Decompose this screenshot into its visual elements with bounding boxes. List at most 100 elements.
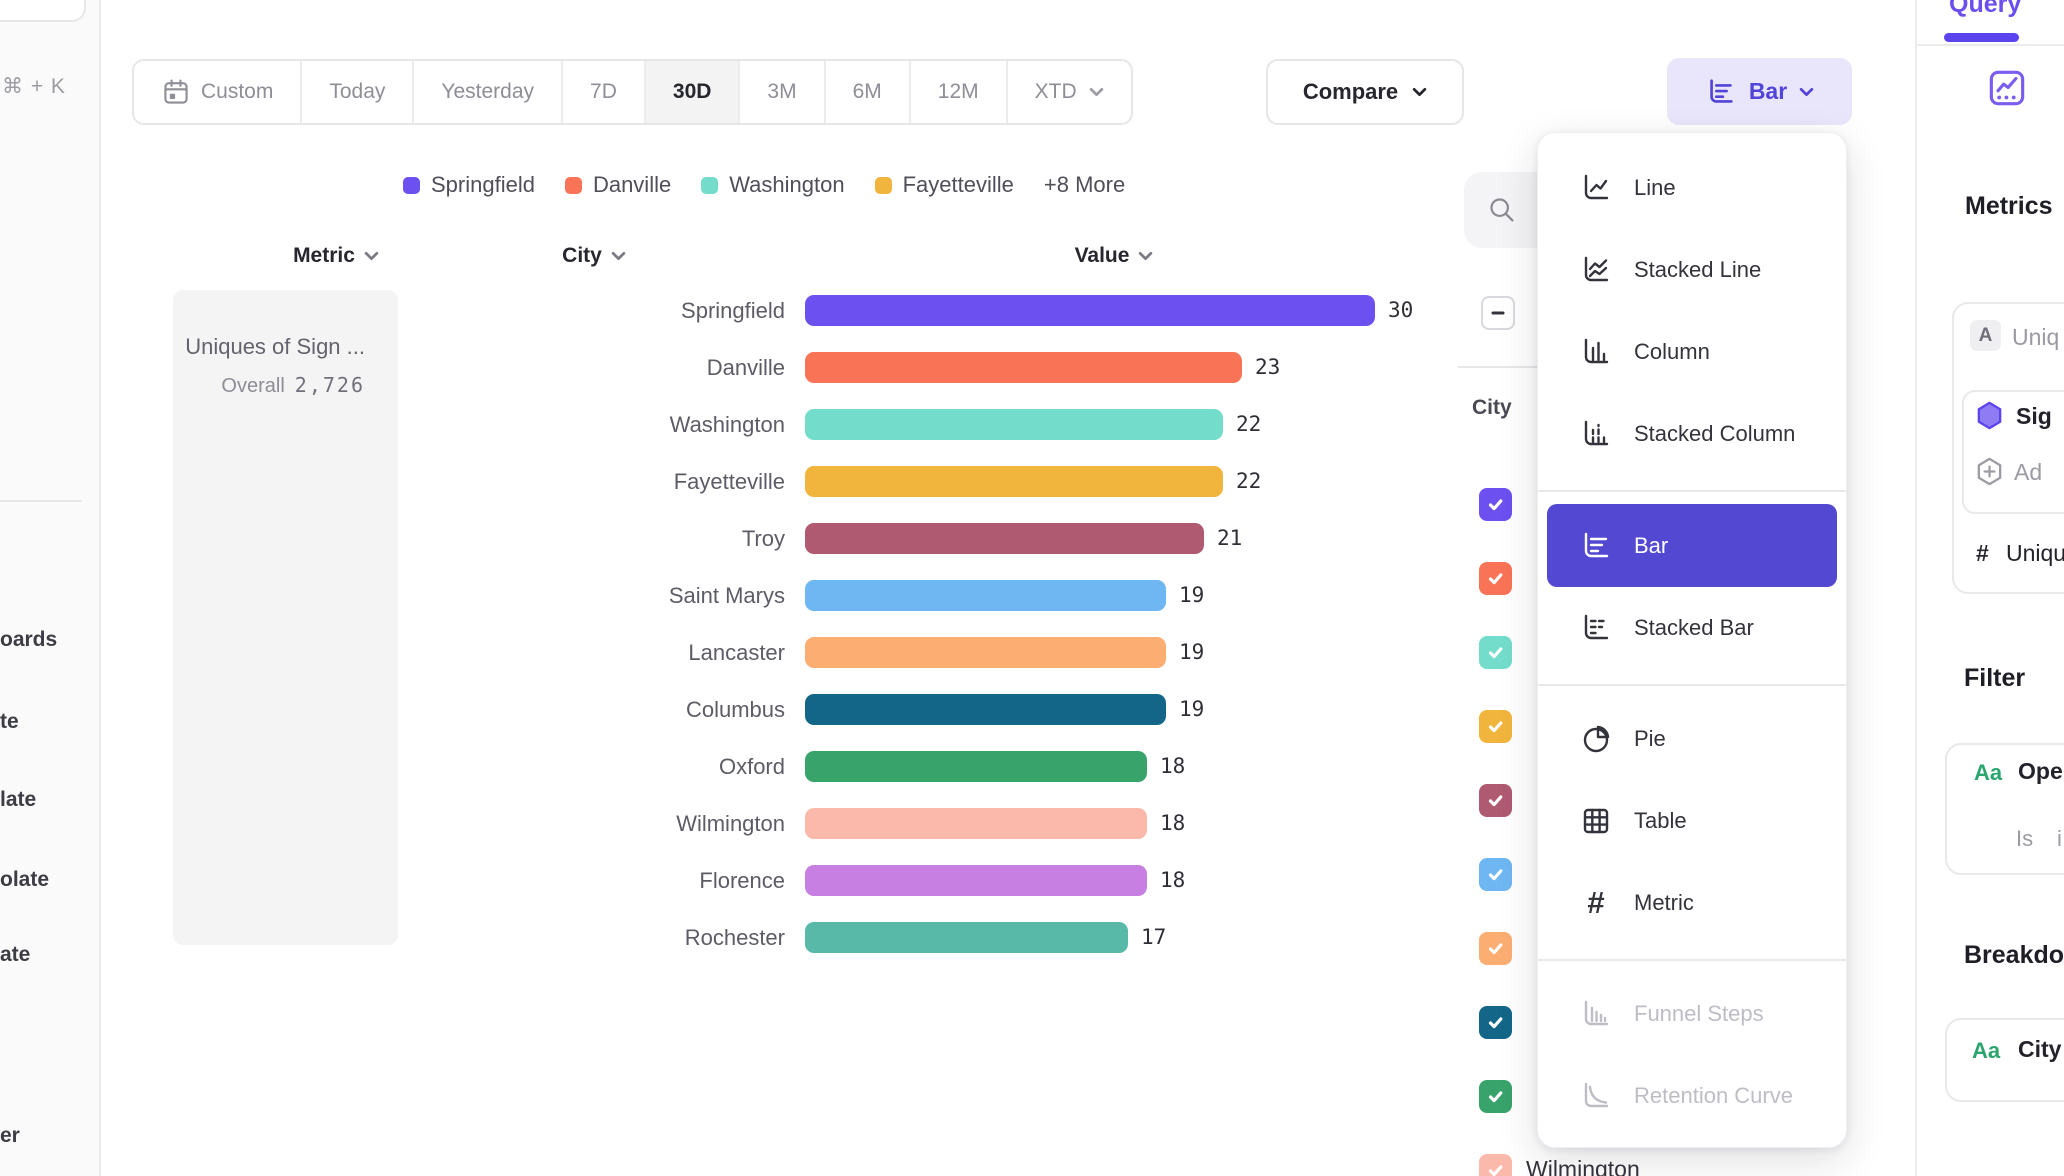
- select-all-checkbox[interactable]: [1481, 296, 1515, 330]
- bar-fayetteville[interactable]: [805, 466, 1223, 497]
- bar-value-lancaster: 19: [1179, 640, 1205, 664]
- bar-label-danville: Danville: [706, 355, 785, 380]
- chart-type-button[interactable]: Bar: [1667, 58, 1852, 125]
- bar-florence[interactable]: [805, 865, 1147, 896]
- date-range-12m[interactable]: 12M: [908, 61, 1006, 123]
- bar-label-oxford: Oxford: [718, 754, 785, 779]
- sidebar-item-te[interactable]: te: [0, 710, 19, 733]
- add-event-icon[interactable]: [1974, 456, 2005, 487]
- menu-item-line[interactable]: Line: [1538, 147, 1846, 229]
- city-checkbox-8[interactable]: [1479, 1080, 1512, 1113]
- filter-heading: Filter: [1964, 664, 2026, 692]
- bar-label-fayetteville: Fayetteville: [673, 469, 785, 494]
- city-checkbox-9[interactable]: [1479, 1154, 1512, 1176]
- stacked-bar-icon: [1578, 610, 1614, 646]
- sidebar-divider: [0, 500, 82, 502]
- menu-item-table[interactable]: Table: [1538, 780, 1846, 862]
- city-checkbox-1[interactable]: [1479, 562, 1512, 595]
- event-card[interactable]: [1962, 390, 2064, 514]
- legend-more-button[interactable]: +8 More: [1043, 172, 1126, 197]
- legend-item-danville[interactable]: Danville: [564, 172, 671, 198]
- chart-preview-icon[interactable]: [1988, 69, 2026, 107]
- bar-label-saint-marys: Saint Marys: [668, 583, 785, 608]
- menu-item-label: Table: [1634, 808, 1687, 833]
- sidebar-item-olate[interactable]: olate: [0, 868, 50, 891]
- bar-value-springfield: 30: [1388, 298, 1414, 322]
- menu-item-label: Stacked Line: [1634, 257, 1762, 282]
- filter-operator[interactable]: Is: [2016, 826, 2034, 851]
- check-icon: [1488, 869, 1503, 881]
- bar-lancaster[interactable]: [805, 637, 1166, 668]
- menu-item-stacked-column[interactable]: Stacked Column: [1538, 393, 1846, 475]
- menu-item-pie[interactable]: Pie: [1538, 698, 1846, 780]
- add-event-label[interactable]: Ad: [2014, 459, 2043, 485]
- keyboard-shortcut-hint: ⌘ + K: [2, 75, 66, 98]
- breakdown-card[interactable]: [1945, 1018, 2064, 1102]
- metric-card[interactable]: Uniques of Sign ... Overall 2,726: [173, 290, 398, 945]
- chevron-down-icon: [1138, 251, 1153, 261]
- legend-item-fayetteville[interactable]: Fayetteville: [874, 172, 1014, 198]
- stacked-line-icon: [1578, 252, 1614, 288]
- breakdown-type-badge: Aa: [1972, 1038, 2001, 1063]
- query-panel-divider: [1917, 44, 2064, 46]
- sidebar-item-bottom[interactable]: er: [0, 1124, 20, 1147]
- city-checkbox-7[interactable]: [1479, 1006, 1512, 1039]
- menu-item-metric[interactable]: # Metric: [1538, 862, 1846, 944]
- bar-oxford[interactable]: [805, 751, 1147, 782]
- sidebar-item-ate[interactable]: ate: [0, 943, 31, 966]
- menu-item-stacked-bar[interactable]: Stacked Bar: [1538, 587, 1846, 669]
- city-checkbox-0[interactable]: [1479, 488, 1512, 521]
- city-checkbox-5[interactable]: [1479, 858, 1512, 891]
- bar-columbus[interactable]: [805, 694, 1166, 725]
- measure-label[interactable]: Uniqu: [2006, 540, 2064, 566]
- menu-item-column[interactable]: Column: [1538, 311, 1846, 393]
- menu-item-bar[interactable]: Bar: [1547, 504, 1837, 587]
- date-range-7d[interactable]: 7D: [561, 61, 644, 123]
- date-range-yesterday[interactable]: Yesterday: [412, 61, 561, 123]
- menu-item-label: Pie: [1634, 726, 1666, 751]
- city-checkbox-3[interactable]: [1479, 710, 1512, 743]
- compare-button[interactable]: Compare: [1266, 59, 1464, 125]
- city-checkbox-4[interactable]: [1479, 784, 1512, 817]
- chevron-down-icon: [1412, 87, 1427, 97]
- column-header-city[interactable]: City: [504, 242, 684, 270]
- bar-springfield[interactable]: [805, 295, 1375, 326]
- bar-value-wilmington: 18: [1160, 811, 1186, 835]
- date-range-xtd[interactable]: XTD: [1005, 61, 1131, 123]
- date-range-today[interactable]: Today: [300, 61, 412, 123]
- bar-rochester[interactable]: [805, 922, 1128, 953]
- city-checkbox-6[interactable]: [1479, 932, 1512, 965]
- bar-troy[interactable]: [805, 523, 1204, 554]
- date-range-3m[interactable]: 3M: [738, 61, 823, 123]
- tab-query[interactable]: Query: [1949, 0, 2022, 18]
- funnel-icon: [1578, 996, 1614, 1032]
- metric-badge: A: [1970, 320, 2001, 351]
- bar-danville[interactable]: [805, 352, 1242, 383]
- bar-label-lancaster: Lancaster: [688, 640, 785, 665]
- city-checkbox-2[interactable]: [1479, 636, 1512, 669]
- bar-value-columbus: 19: [1179, 697, 1205, 721]
- filter-value[interactable]: i: [2057, 826, 2062, 851]
- sidebar-search-input[interactable]: [0, 0, 86, 22]
- sidebar-item-late[interactable]: late: [0, 788, 37, 811]
- bar-washington[interactable]: [805, 409, 1223, 440]
- menu-divider: [1538, 959, 1846, 961]
- bar-wilmington[interactable]: [805, 808, 1147, 839]
- menu-item-stacked-line[interactable]: Stacked Line: [1538, 229, 1846, 311]
- metrics-heading: Metrics: [1965, 192, 2053, 220]
- date-range-30d[interactable]: 30D: [643, 61, 739, 123]
- bar-saint-marys[interactable]: [805, 580, 1166, 611]
- column-header-metric[interactable]: Metric: [246, 242, 426, 270]
- date-range-6m[interactable]: 6M: [823, 61, 909, 123]
- menu-divider: [1538, 684, 1846, 686]
- legend-item-springfield[interactable]: Springfield: [403, 172, 535, 198]
- sidebar-item-oards[interactable]: oards: [0, 628, 58, 651]
- date-range-custom[interactable]: Custom: [134, 61, 300, 123]
- filter-card[interactable]: [1945, 743, 2064, 875]
- chart-type-menu: Line Stacked Line Column Stacked Column Bar S…: [1537, 132, 1847, 1148]
- legend-item-washington[interactable]: Washington: [701, 172, 845, 198]
- chevron-down-icon: [364, 251, 379, 261]
- column-header-value[interactable]: Value: [1024, 242, 1204, 270]
